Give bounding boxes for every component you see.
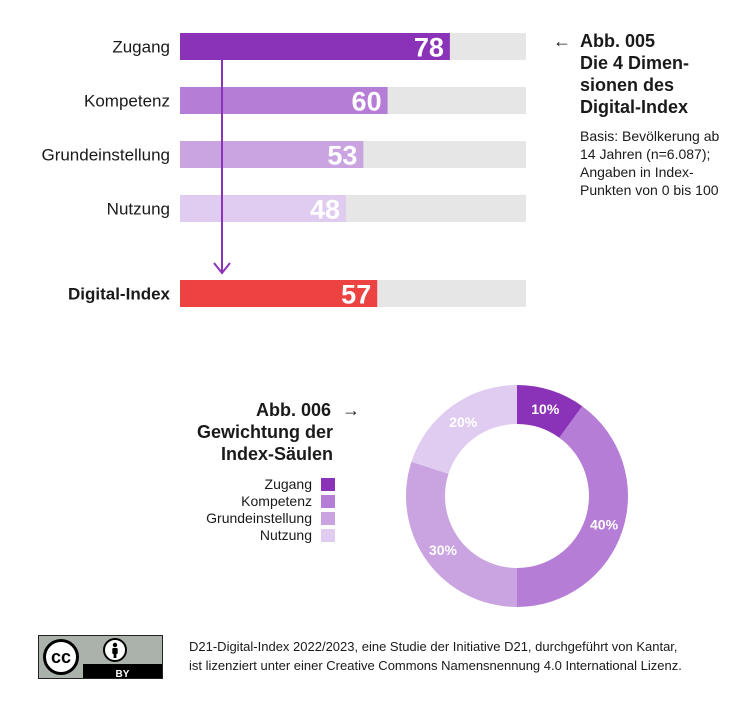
slice-value-label: 30%	[429, 542, 458, 558]
legend-label: Grundeinstellung	[206, 510, 312, 526]
category-label: Nutzung	[107, 200, 170, 219]
fig2-title-line: Gewichtung der	[196, 422, 333, 442]
cc-by-badge: cc BY	[38, 635, 163, 680]
category-label: Grundeinstellung	[41, 146, 170, 165]
value-label: 60	[352, 87, 382, 117]
donut-slice	[411, 385, 517, 474]
legend-label: Kompetenz	[241, 493, 312, 509]
slice-value-label: 20%	[449, 414, 478, 430]
fig1-title-line: sionen des	[580, 75, 675, 95]
legend-item: Grundeinstellung	[206, 510, 335, 526]
value-label: 57	[341, 280, 371, 310]
fig1-note-line: Basis: Bevölkerung ab	[580, 128, 720, 144]
legend-swatch	[321, 495, 335, 508]
bar	[180, 280, 378, 307]
license-line: ist lizenziert unter einer Creative Comm…	[189, 658, 682, 673]
donut-slice	[406, 461, 517, 607]
fig1-title-line: Die 4 Dimen-	[580, 53, 690, 73]
legend-swatch	[321, 512, 335, 525]
legend-label: Zugang	[264, 476, 312, 492]
fig1-note-line: Punkten von 0 bis 100	[580, 182, 719, 198]
legend-item: Kompetenz	[241, 493, 335, 509]
legend-label: Nutzung	[259, 527, 312, 543]
weighting-donut-chart: 10% 40% 30% 20%	[406, 385, 628, 607]
value-label: 78	[414, 33, 444, 63]
value-label: 53	[327, 141, 357, 171]
fig2-title-line: Index-Säulen	[220, 444, 333, 464]
slice-value-label: 10%	[531, 401, 560, 417]
bar	[180, 195, 347, 222]
donut-slice	[517, 385, 583, 438]
right-arrow-icon: →	[342, 400, 360, 420]
bar	[180, 141, 364, 168]
fig2-number: Abb. 006	[255, 400, 331, 420]
legend-item: Zugang	[265, 476, 335, 492]
cc-icon: cc	[43, 639, 79, 675]
pie-legend: Zugang Kompetenz Grundeinstellung Nutzung	[150, 476, 335, 546]
legend-item: Nutzung	[260, 527, 335, 543]
left-arrow-icon: ←	[553, 31, 571, 51]
fig1-caption: ← Abb. 005 Die 4 Dimen- sionen des Digit…	[553, 30, 743, 199]
bar	[180, 87, 388, 114]
fig1-number: Abb. 005	[580, 31, 656, 51]
fig1-note-line: Angaben in Index-	[580, 164, 694, 180]
attribution-icon	[103, 638, 127, 662]
donut-slice	[517, 406, 628, 607]
dimensions-bar-chart: Zugang 78 Kompetenz 60 Grundeinstellung 53 Nut…	[41, 33, 526, 310]
fig1-title-line: Digital-Index	[580, 97, 689, 117]
by-label-strip: BY	[83, 664, 162, 680]
fig1-note-line: 14 Jahren (n=6.087);	[580, 146, 711, 162]
legend-swatch	[321, 478, 335, 491]
category-label: Kompetenz	[84, 92, 170, 111]
legend-swatch	[321, 529, 335, 542]
bar	[180, 33, 450, 60]
category-label: Digital-Index	[68, 285, 171, 304]
fig2-caption: Abb. 006 → Gewichtung der Index-Säulen	[150, 399, 360, 465]
value-label: 48	[310, 195, 340, 225]
license-text: D21-Digital-Index 2022/2023, eine Studie…	[189, 637, 744, 675]
category-label: Zugang	[112, 38, 170, 57]
slice-value-label: 40%	[590, 516, 619, 532]
license-line: D21-Digital-Index 2022/2023, eine Studie…	[189, 639, 678, 654]
down-arrow-icon	[213, 262, 231, 275]
